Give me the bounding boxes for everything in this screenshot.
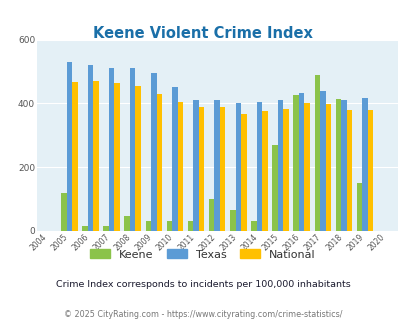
- Bar: [145, 221, 151, 231]
- Bar: [130, 68, 135, 231]
- Bar: [346, 111, 352, 231]
- Bar: [124, 216, 130, 231]
- Text: Keene Violent Crime Index: Keene Violent Crime Index: [93, 26, 312, 41]
- Bar: [283, 109, 288, 231]
- Bar: [177, 102, 183, 231]
- Text: © 2025 CityRating.com - https://www.cityrating.com/crime-statistics/: © 2025 CityRating.com - https://www.city…: [64, 310, 341, 319]
- Bar: [272, 145, 277, 231]
- Bar: [114, 82, 119, 231]
- Bar: [93, 81, 98, 231]
- Bar: [325, 104, 330, 231]
- Bar: [166, 221, 172, 231]
- Bar: [362, 98, 367, 231]
- Bar: [61, 193, 66, 231]
- Bar: [220, 107, 225, 231]
- Bar: [230, 210, 235, 231]
- Bar: [293, 95, 298, 231]
- Bar: [256, 102, 262, 231]
- Bar: [72, 82, 77, 231]
- Bar: [156, 94, 162, 231]
- Bar: [209, 199, 214, 231]
- Bar: [314, 75, 319, 231]
- Bar: [304, 103, 309, 231]
- Bar: [214, 100, 220, 231]
- Bar: [188, 221, 193, 231]
- Bar: [87, 65, 93, 231]
- Bar: [298, 93, 304, 231]
- Legend: Keene, Texas, National: Keene, Texas, National: [86, 245, 319, 264]
- Bar: [198, 107, 204, 231]
- Bar: [251, 221, 256, 231]
- Bar: [82, 226, 87, 231]
- Bar: [193, 100, 198, 231]
- Bar: [235, 103, 241, 231]
- Bar: [135, 86, 141, 231]
- Bar: [66, 62, 72, 231]
- Bar: [356, 183, 362, 231]
- Bar: [103, 226, 109, 231]
- Bar: [109, 68, 114, 231]
- Bar: [367, 111, 373, 231]
- Bar: [241, 114, 246, 231]
- Bar: [151, 73, 156, 231]
- Bar: [335, 99, 341, 231]
- Text: Crime Index corresponds to incidents per 100,000 inhabitants: Crime Index corresponds to incidents per…: [55, 280, 350, 289]
- Bar: [341, 100, 346, 231]
- Bar: [277, 100, 283, 231]
- Bar: [319, 91, 325, 231]
- Bar: [262, 112, 267, 231]
- Bar: [172, 87, 177, 231]
